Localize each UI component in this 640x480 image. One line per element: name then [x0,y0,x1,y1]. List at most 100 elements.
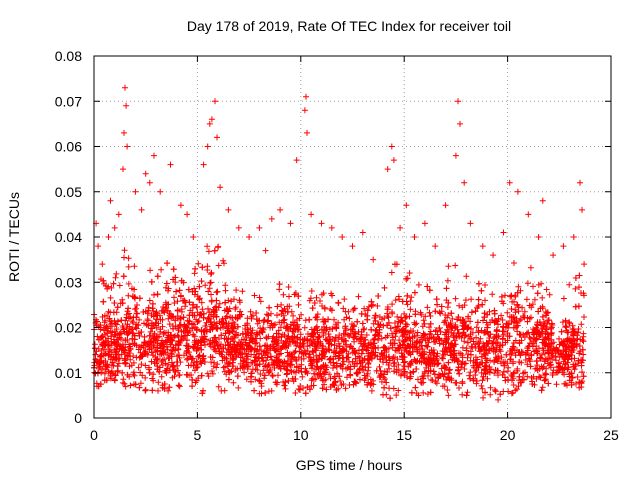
data-point [433,380,440,387]
data-point [514,301,521,308]
data-point [157,188,164,195]
data-point [539,365,546,372]
data-point [295,301,302,308]
data-point [148,325,155,332]
data-point [511,260,517,266]
data-point [394,356,401,363]
data-point [546,291,553,298]
data-point [244,315,251,322]
data-point [331,316,337,323]
data-point [269,372,276,379]
data-point [222,282,229,289]
data-point [298,311,305,318]
data-point [498,293,505,300]
data-point [146,369,153,376]
data-point [212,98,218,105]
data-point [101,370,108,377]
data-point [208,298,215,305]
data-point [256,294,263,301]
data-point [94,318,100,325]
data-point [556,335,562,342]
data-point [120,166,126,173]
data-point [543,286,550,293]
data-point [174,298,181,305]
data-point [165,361,172,368]
data-point [572,303,579,310]
data-point [378,335,385,342]
data-point [548,320,555,327]
data-point [506,321,512,328]
data-point [381,284,388,291]
data-point [254,320,261,327]
data-point [268,215,275,222]
data-point [415,281,422,288]
data-point [535,234,542,240]
data-point [157,328,164,335]
data-point [102,317,109,324]
data-point [326,371,333,378]
data-point [534,290,541,297]
data-point [234,373,241,380]
data-point [344,374,350,381]
data-point [508,292,515,299]
data-point [257,298,264,305]
data-point [302,317,309,324]
data-point [141,333,148,340]
data-point [122,84,128,91]
data-point [303,93,309,100]
data-point [293,157,300,164]
data-point [412,311,419,318]
data-point [335,299,342,306]
data-point [101,280,107,287]
data-point [120,376,127,383]
data-point [149,387,156,394]
data-point [330,365,336,371]
data-point [115,360,122,367]
data-point [164,351,171,358]
data-point [170,266,177,273]
data-point [527,264,534,271]
data-point [216,336,222,342]
data-point [151,291,157,298]
y-tick-label: 0 [74,410,82,426]
data-point [500,368,507,375]
data-point [452,295,459,302]
data-point [269,373,276,380]
data-point [252,376,259,383]
data-point [194,293,201,300]
data-point [113,270,120,277]
data-point [468,343,475,350]
data-point [577,179,583,186]
data-point [408,389,415,396]
data-point [280,317,287,324]
data-point [213,364,220,371]
data-point [239,288,246,295]
data-point [306,297,313,304]
data-point [404,275,411,282]
data-point [338,382,345,388]
data-point [148,278,155,285]
data-point [475,280,482,287]
data-point [440,355,446,362]
data-point [300,355,307,362]
data-point [358,310,365,317]
data-point [562,380,569,387]
data-point [260,317,267,324]
data-point [523,296,530,303]
grid [94,56,611,418]
chart-title: Day 178 of 2019, Rate Of TEC Index for r… [187,18,511,34]
data-point [465,351,472,358]
data-point [164,260,171,267]
data-point [195,318,202,324]
data-point [508,306,515,312]
data-point [443,285,450,292]
data-point [292,348,299,355]
data-point [411,234,418,240]
data-point [137,380,144,387]
data-point [208,269,215,276]
data-point [221,368,228,375]
data-point [232,306,239,312]
data-point [461,338,468,345]
data-point [415,376,421,383]
